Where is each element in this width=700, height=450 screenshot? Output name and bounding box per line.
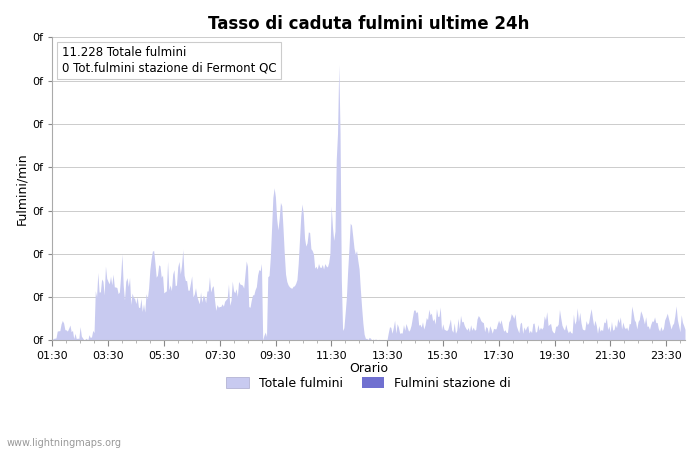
Y-axis label: Fulmini/min: Fulmini/min	[15, 153, 28, 225]
Legend: Totale fulmini, Fulmini stazione di: Totale fulmini, Fulmini stazione di	[221, 372, 516, 395]
Text: www.lightningmaps.org: www.lightningmaps.org	[7, 438, 122, 448]
Text: 11.228 Totale fulmini
0 Tot.fulmini stazione di Fermont QC: 11.228 Totale fulmini 0 Tot.fulmini staz…	[62, 46, 276, 74]
X-axis label: Orario: Orario	[349, 362, 388, 375]
Title: Tasso di caduta fulmini ultime 24h: Tasso di caduta fulmini ultime 24h	[208, 15, 529, 33]
